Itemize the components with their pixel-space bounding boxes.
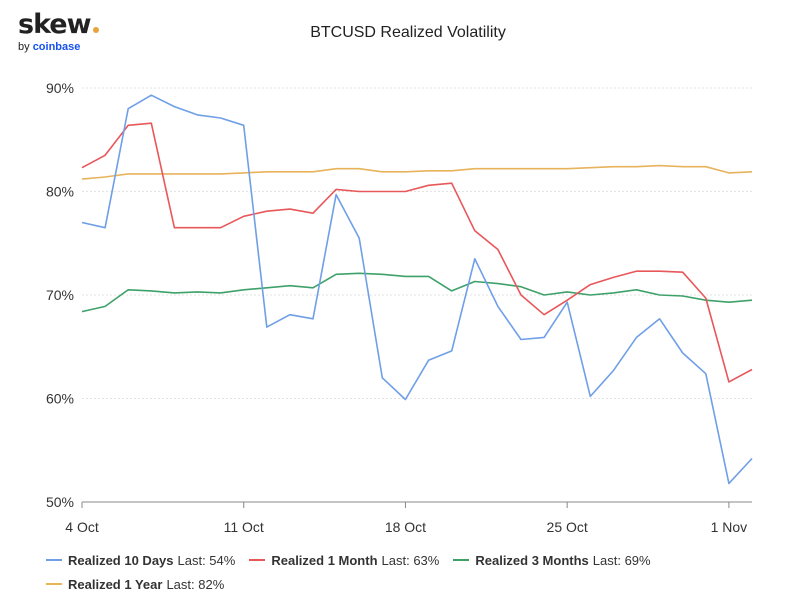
legend-last-value: Last: 63% [381, 552, 440, 568]
series-line [81, 164, 753, 180]
legend-label: Realized 10 Days [68, 552, 174, 568]
legend-item[interactable]: Realized 1 Month Last: 63% [249, 553, 439, 568]
legend-row: Realized 10 Days Last: 54% Realized 1 Mont… [46, 548, 766, 572]
series-lines [81, 94, 753, 485]
series-line [81, 94, 753, 485]
y-tick-label: 80% [46, 184, 74, 200]
legend-last-value: Last: 54% [177, 552, 236, 568]
series-line [81, 272, 753, 313]
x-tick-label: 25 Oct [547, 519, 588, 535]
series-line [81, 122, 753, 383]
chart-title: BTCUSD Realized Volatility [310, 24, 506, 41]
legend-label: Realized 1 Month [271, 552, 378, 568]
grid [82, 87, 752, 399]
legend-swatch [249, 559, 266, 561]
y-tick-label: 60% [46, 391, 74, 407]
x-tick-label: 18 Oct [385, 519, 426, 535]
legend-last-value: Last: 82% [166, 576, 225, 592]
y-tick-label: 90% [46, 80, 74, 96]
logo-wordmark: skew [18, 10, 99, 40]
legend-item[interactable]: Realized 1 Year Last: 82% [46, 577, 224, 592]
x-tick-label: 1 Nov [711, 519, 748, 535]
logo-dot [92, 27, 99, 33]
x-tick-label: 4 Oct [65, 519, 99, 535]
y-tick-label: 50% [46, 494, 74, 510]
legend-swatch [46, 559, 62, 561]
legend-swatch [453, 559, 470, 561]
legend-swatch [46, 583, 62, 585]
y-axis: 50% 60% 70% 80% 90% [46, 80, 74, 510]
skew-logo: skew by coinbase [18, 10, 99, 53]
logo-company: coinbase [32, 41, 81, 53]
y-tick-label: 70% [46, 287, 74, 303]
legend-label: Realized 1 Year [68, 576, 163, 592]
legend-item[interactable]: Realized 10 Days Last: 54% [46, 553, 235, 568]
legend-row: Realized 1 Year Last: 82% [46, 572, 766, 596]
x-axis: 4 Oct 11 Oct 18 Oct 25 Oct 1 Nov [65, 501, 752, 535]
legend-last-value: Last: 69% [592, 552, 651, 568]
x-tick-label: 11 Oct [224, 519, 264, 535]
legend: Realized 10 Days Last: 54% Realized 1 Mont… [46, 548, 766, 596]
legend-label: Realized 3 Months [475, 552, 589, 568]
logo-subtitle: by coinbase [18, 41, 81, 53]
legend-item[interactable]: Realized 3 Months Last: 69% [453, 552, 651, 568]
